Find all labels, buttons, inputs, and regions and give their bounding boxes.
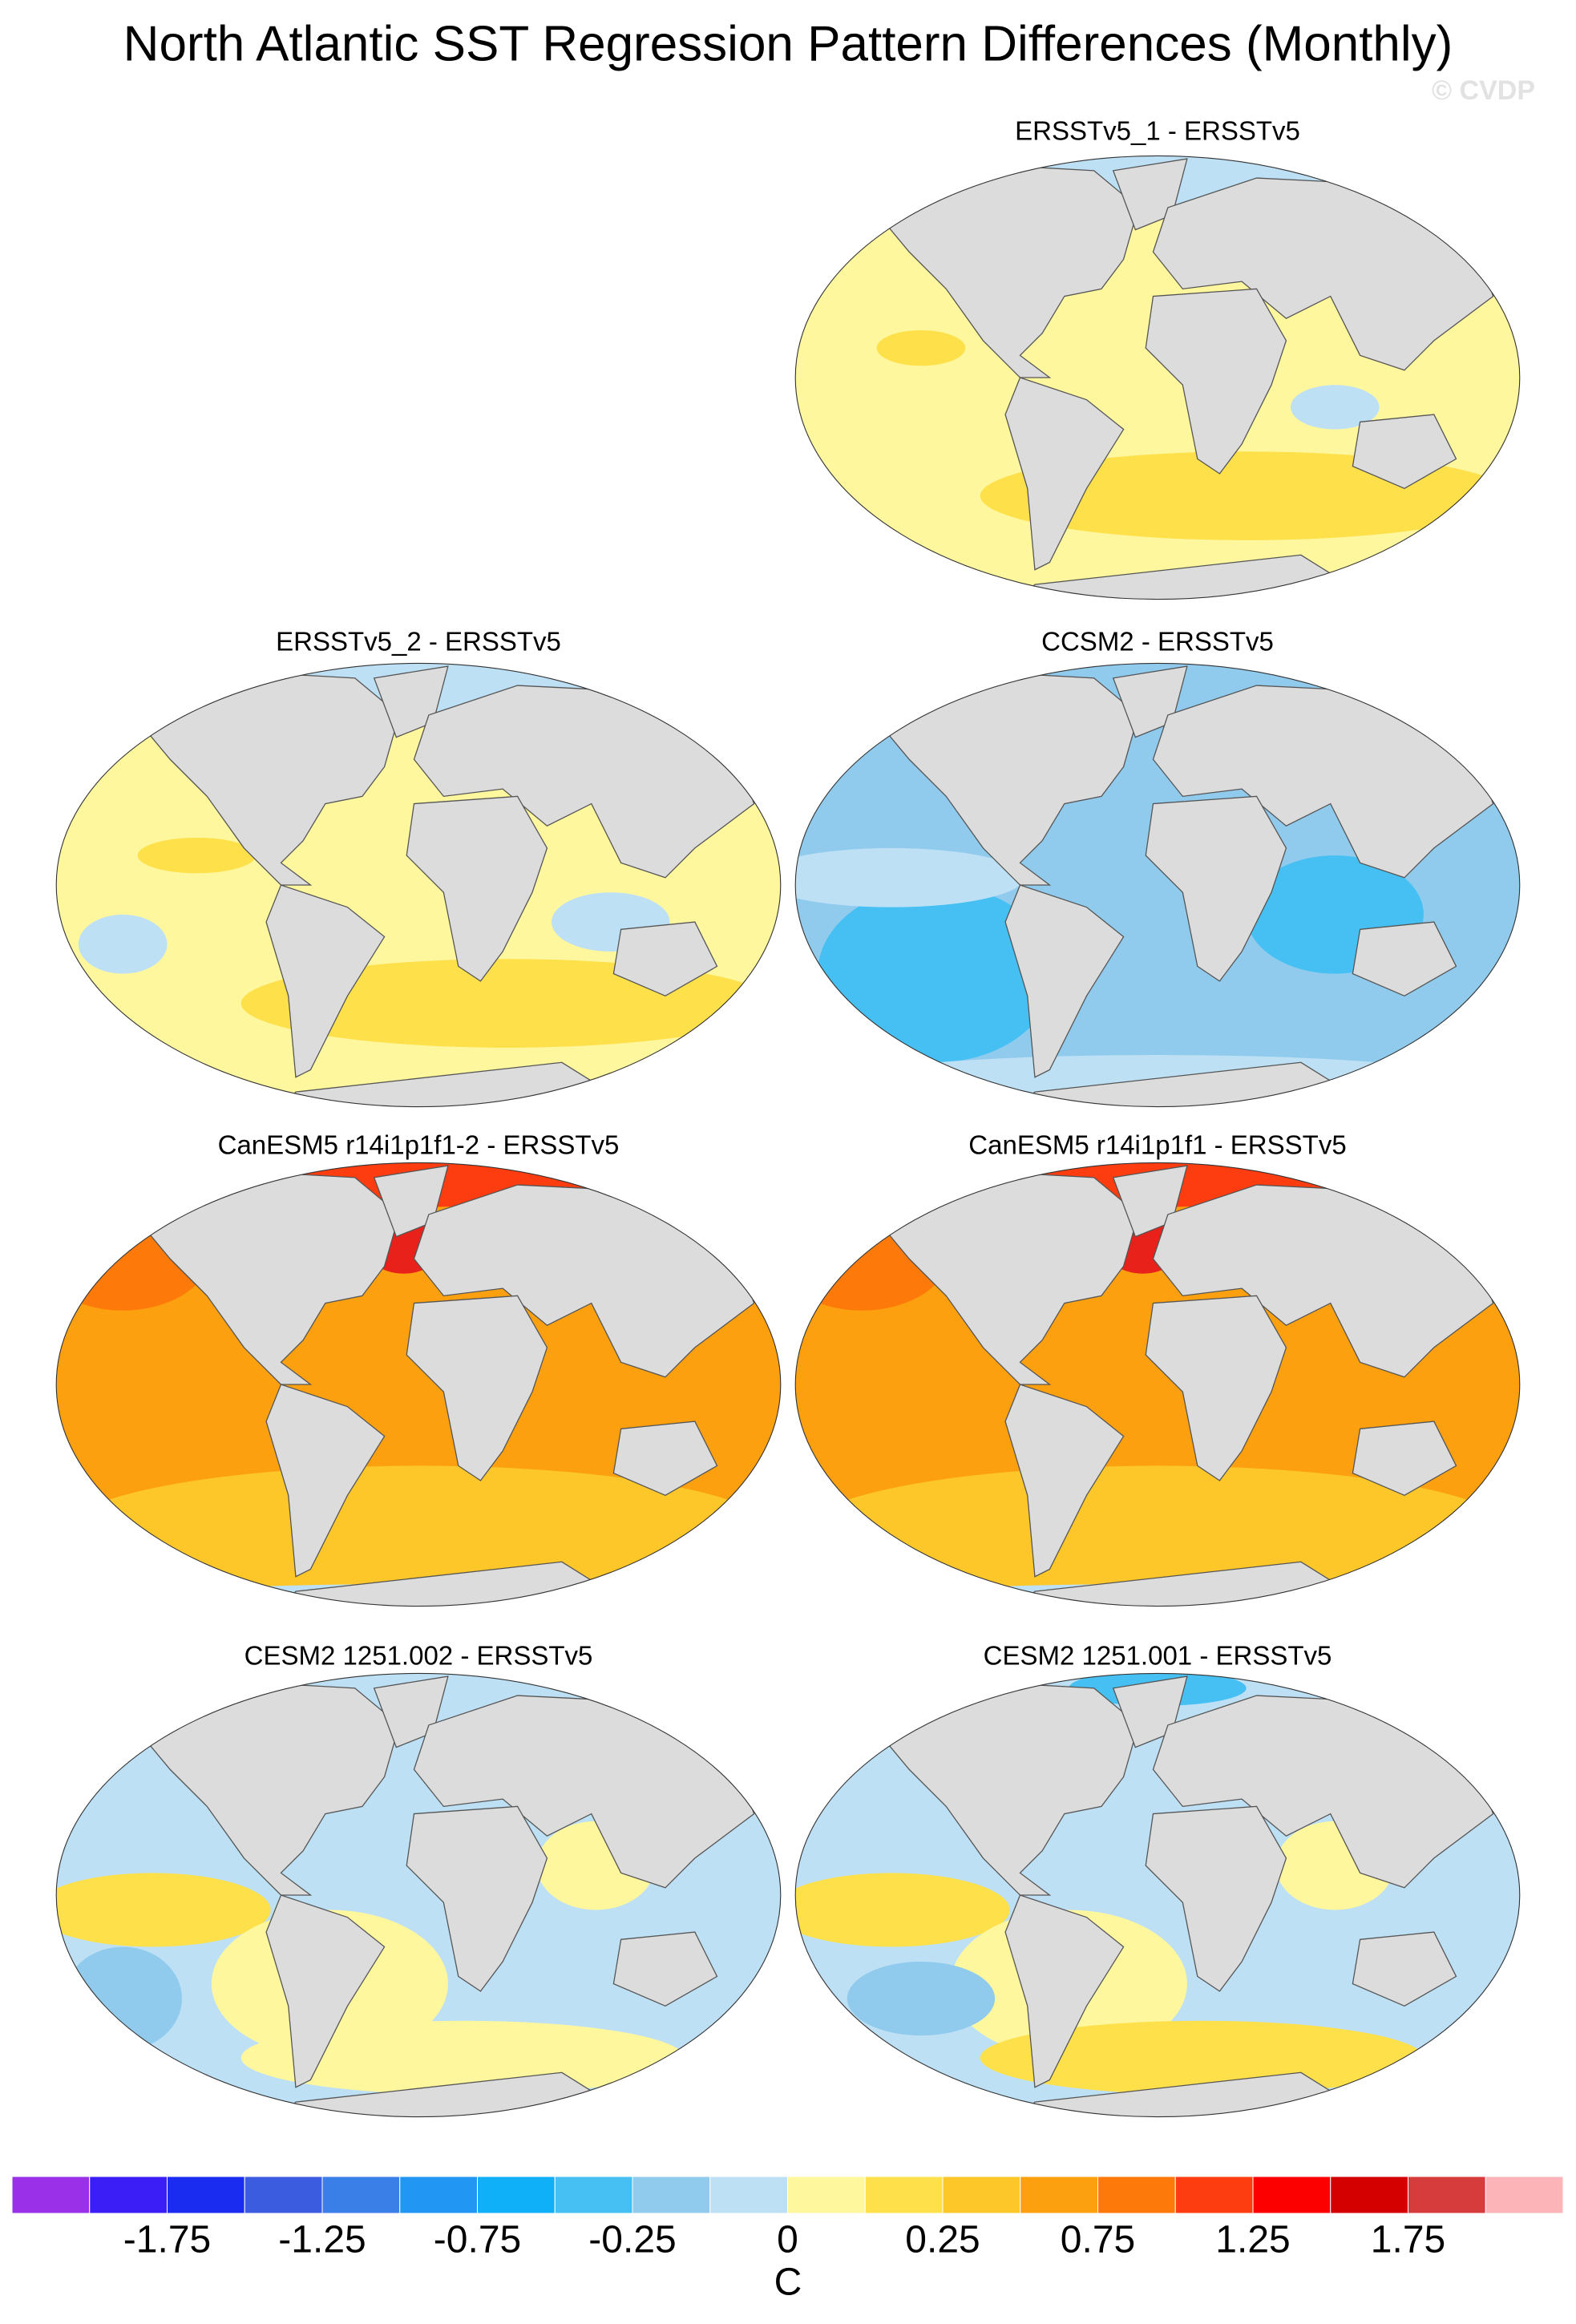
panel-title: CanESM5 r14i1p1f1-2 - ERSSTv5 <box>218 1130 620 1160</box>
colorbar-box <box>399 2176 478 2214</box>
map <box>55 1672 782 2118</box>
colorbar-box <box>1408 2176 1486 2214</box>
map <box>794 155 1521 600</box>
map-border <box>794 1162 1521 1607</box>
colorbar-tick-label: -1.75 <box>123 2219 211 2261</box>
anomaly-region <box>817 885 1054 1063</box>
map <box>794 1672 1521 2118</box>
colorbar-box <box>321 2176 401 2214</box>
colorbar-units: C <box>774 2261 802 2304</box>
anomaly-region <box>795 1873 1010 1947</box>
anomaly-region <box>847 1961 996 2036</box>
colorbar-box <box>1485 2176 1564 2214</box>
panel-title: CESM2 1251.002 - ERSSTv5 <box>244 1641 593 1671</box>
anomaly-region <box>78 914 168 974</box>
panel-title: ERSSTv5_1 - ERSSTv5 <box>1015 116 1300 146</box>
anomaly-region <box>56 1873 271 1947</box>
colorbar-box <box>167 2176 245 2214</box>
colorbar-tick-label: 0.75 <box>1061 2219 1135 2261</box>
anomaly-region <box>63 1946 182 2051</box>
anomaly-region <box>137 837 257 874</box>
map-field <box>56 663 781 1107</box>
map-field <box>795 156 1520 600</box>
map-panel: CCSM2 - ERSSTv5 <box>794 627 1521 1108</box>
colorbar-box <box>1252 2176 1332 2214</box>
panel-title: CanESM5 r14i1p1f1 - ERSSTv5 <box>968 1130 1346 1160</box>
colorbar-tick-label: 1.25 <box>1215 2219 1290 2261</box>
map-field <box>56 1673 781 2117</box>
map-border <box>794 1672 1521 2118</box>
map <box>55 1162 782 1607</box>
colorbar-box <box>477 2176 556 2214</box>
anomaly-region <box>240 2020 685 2095</box>
map-panel: CanESM5 r14i1p1f1 - ERSSTv5 <box>794 1130 1521 1607</box>
colorbar-box <box>1097 2176 1176 2214</box>
map-border <box>794 155 1521 600</box>
colorbar-box <box>1174 2176 1254 2214</box>
anomaly-region <box>63 1465 774 1599</box>
watermark: © CVDP <box>1432 75 1535 106</box>
map-panel: ERSSTv5_2 - ERSSTv5 <box>55 627 782 1108</box>
colorbar-tick-label: -1.25 <box>278 2219 366 2261</box>
anomaly-region <box>1290 385 1380 430</box>
map-border <box>794 662 1521 1108</box>
panel-title: ERSSTv5_2 - ERSSTv5 <box>276 627 561 657</box>
colorbar-box <box>709 2176 788 2214</box>
map <box>55 662 782 1108</box>
map-panel: CESM2 1251.002 - ERSSTv5 <box>55 1641 782 2118</box>
map-panel: ERSSTv5_1 - ERSSTv5 <box>794 116 1521 600</box>
colorbar-box <box>11 2176 91 2214</box>
colorbar-tick-label: 0 <box>777 2219 798 2261</box>
panel-title: CESM2 1251.001 - ERSSTv5 <box>984 1641 1332 1671</box>
panel-title: CCSM2 - ERSSTv5 <box>1041 627 1274 657</box>
map-field <box>795 663 1520 1107</box>
anomaly-region <box>802 1465 1513 1599</box>
anomaly-region <box>795 847 1025 907</box>
figure-title: North Atlantic SST Regression Pattern Di… <box>123 16 1453 71</box>
colorbar-box <box>632 2176 711 2214</box>
colorbar-box <box>244 2176 323 2214</box>
map-field <box>56 1162 781 1607</box>
colorbar-box <box>554 2176 633 2214</box>
colorbar-tick-label: 1.75 <box>1371 2219 1445 2261</box>
map <box>794 1162 1521 1607</box>
colorbar-tick-label: -0.75 <box>434 2219 521 2261</box>
colorbar-box <box>942 2176 1021 2214</box>
map-field <box>795 1673 1520 2117</box>
map-border <box>55 1672 782 2118</box>
colorbar-box <box>1330 2176 1408 2214</box>
map-border <box>55 662 782 1108</box>
anomaly-region <box>980 2020 1424 2095</box>
map-panel: CanESM5 r14i1p1f1-2 - ERSSTv5 <box>55 1130 782 1607</box>
colorbar-box <box>864 2176 944 2214</box>
map-field <box>795 1162 1520 1607</box>
map-panel: CESM2 1251.001 - ERSSTv5 <box>794 1641 1521 2118</box>
colorbar-box <box>89 2176 168 2214</box>
colorbar-box <box>1020 2176 1098 2214</box>
colorbar-tick-label: 0.25 <box>905 2219 980 2261</box>
map <box>794 662 1521 1108</box>
colorbar-tick-label: -0.25 <box>588 2219 676 2261</box>
anomaly-region <box>876 329 966 366</box>
map-border <box>55 1162 782 1607</box>
colorbar-box <box>787 2176 866 2214</box>
